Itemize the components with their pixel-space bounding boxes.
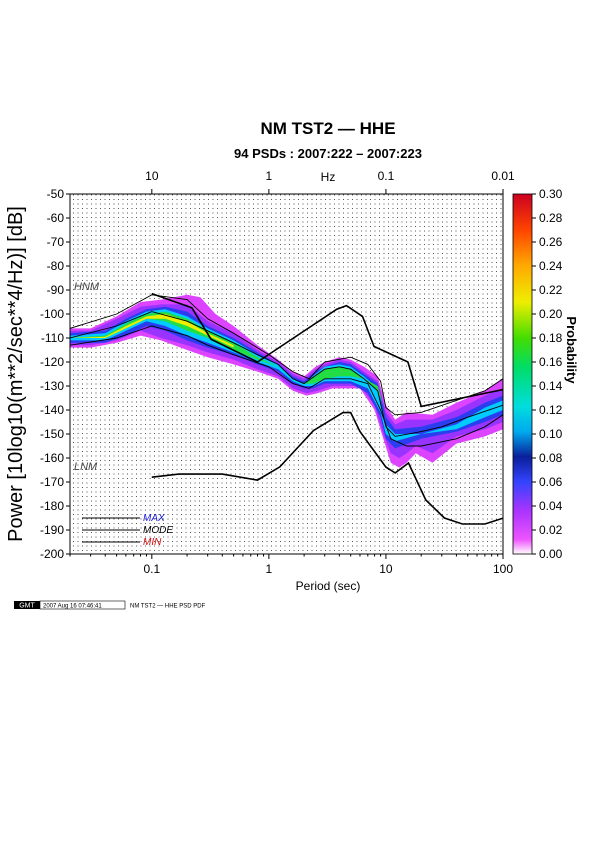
colorbar-tick-label: 0.10	[539, 427, 563, 441]
pdf-blob-6	[492, 451, 497, 456]
pdf-blob-5	[486, 455, 491, 461]
pdf-blob-3	[470, 465, 475, 470]
x-tick-label: 1	[266, 562, 273, 576]
gmt-logo-box	[14, 601, 40, 609]
pdf-band-yellow	[70, 314, 234, 348]
pdf-blob-1	[451, 470, 457, 475]
series-line-max	[70, 294, 503, 416]
pdf-band-blue	[70, 306, 503, 449]
legend-label-max: MAX	[143, 513, 165, 524]
pdf-blob-0	[439, 465, 444, 470]
x-axis: 0.1 1 10 100	[69, 554, 513, 576]
series-line-min	[70, 325, 503, 447]
plot-frame	[69, 193, 504, 555]
pdf-band-cyan	[70, 309, 503, 442]
pdf-blob-8	[465, 460, 470, 465]
colorbar-tick-label: 0.04	[539, 499, 563, 513]
y-tick-label: -130	[40, 379, 64, 393]
top-tick-label: 0.1	[378, 169, 395, 183]
y-tick-label: -60	[47, 211, 65, 225]
y-axis: -50 -60 -70 -80 -90 -100 -110 -120 -130 -140 -150 -…	[40, 187, 70, 561]
colorbar-tick-label: 0.02	[539, 523, 563, 537]
legend-label-min: MIN	[143, 537, 162, 548]
colorbar-tick-label: 0.14	[539, 379, 563, 393]
pdf-blob-2	[460, 472, 465, 477]
timestamp-box	[39, 600, 126, 610]
noise-models	[151, 292, 503, 525]
noise-model-hnm	[151, 292, 503, 408]
y-tick-label: -170	[40, 475, 64, 489]
x-tick-label: 100	[493, 562, 513, 576]
y-tick-label: -110	[41, 331, 64, 345]
colorbar-tick-label: 0.30	[539, 187, 563, 201]
gmt-logo: GMT	[19, 603, 35, 610]
statistic-lines	[70, 294, 503, 447]
top-axis-label: Hz	[321, 170, 336, 184]
y-axis-label: Power [10log10(m**2/sec**4/Hz)] [dB]	[5, 206, 27, 542]
pdf-blob-7	[454, 455, 459, 461]
chart-subtitle: 94 PSDs : 2007:222 – 2007:223	[234, 146, 422, 161]
colorbar-ticks: 0.30 0.28 0.26 0.24 0.22 0.20 0.18 0.16 0.14 0.12…	[532, 187, 563, 561]
y-tick-label: -180	[40, 499, 64, 513]
colorbar	[512, 193, 533, 555]
top-tick-label: 10	[145, 169, 159, 183]
colorbar-tick-label: 0.00	[539, 547, 563, 561]
colorbar-tick-label: 0.18	[539, 331, 563, 345]
y-tick-label: -120	[40, 355, 64, 369]
colorbar-tick-label: 0.28	[539, 211, 563, 225]
y-tick-label: -100	[40, 307, 64, 321]
chart-title: NM TST2 — HHE	[260, 119, 395, 138]
legend-label-mode: MODE	[143, 525, 173, 536]
y-tick-label: -80	[47, 259, 65, 273]
hnm-label: HNM	[74, 281, 100, 293]
series-line-mode	[70, 311, 503, 437]
pdf-bands	[70, 294, 503, 468]
pdf-blob-4	[478, 463, 484, 468]
y-tick-label: -90	[47, 283, 65, 297]
y-tick-label: -160	[40, 451, 64, 465]
x-tick-label: 0.1	[143, 562, 160, 576]
colorbar-tick-label: 0.06	[539, 475, 563, 489]
colorbar-tick-label: 0.24	[539, 259, 563, 273]
noise-model-lnm	[151, 411, 503, 525]
colorbar-tick-label: 0.22	[539, 283, 563, 297]
y-tick-label: -150	[40, 427, 64, 441]
colorbar-label: Probability	[564, 316, 579, 384]
colorbar-tick-label: 0.08	[539, 451, 563, 465]
y-tick-label: -70	[47, 235, 65, 249]
colorbar-tick-label: 0.12	[539, 403, 563, 417]
footer-timestamp: 2007 Aug 16 07:46:41	[43, 604, 102, 610]
pdf-sparse-blobs	[439, 451, 497, 477]
lnm-label: LNM	[74, 461, 98, 473]
y-tick-label: -190	[40, 523, 64, 537]
y-tick-label: -50	[47, 187, 65, 201]
colorbar-tick-label: 0.26	[539, 235, 563, 249]
y-tick-label: -140	[40, 403, 64, 417]
top-tick-label: 1	[266, 169, 273, 183]
pdf-band-purple	[70, 304, 503, 458]
x-axis-label: Period (sec)	[296, 579, 361, 593]
top-tick-label: 0.01	[491, 169, 515, 183]
colorbar-tick-label: 0.20	[539, 307, 563, 321]
x-tick-label: 10	[379, 562, 393, 576]
colorbar-tick-label: 0.16	[539, 355, 563, 369]
top-axis: 10 1 0.1 0.01	[145, 169, 515, 194]
y-tick-label: -200	[40, 547, 64, 561]
pdf-blob-9	[474, 467, 480, 473]
footer-caption: NM TST2 — HHE PSD PDF	[130, 604, 206, 610]
